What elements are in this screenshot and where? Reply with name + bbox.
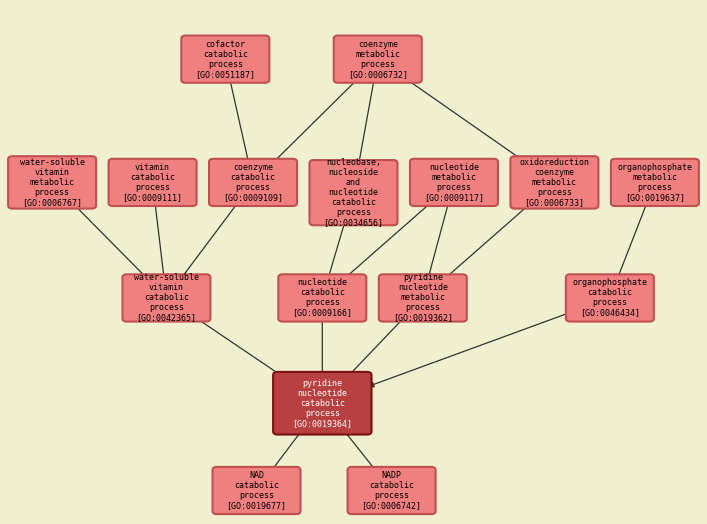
Text: NAD
catabolic
process
[GO:0019677]: NAD catabolic process [GO:0019677] [226,471,286,510]
Text: pyridine
nucleotide
catabolic
process
[GO:0019364]: pyridine nucleotide catabolic process [G… [292,379,352,428]
Text: coenzyme
metabolic
process
[GO:0006732]: coenzyme metabolic process [GO:0006732] [348,40,408,79]
FancyBboxPatch shape [310,160,397,225]
FancyBboxPatch shape [279,275,366,322]
FancyBboxPatch shape [566,275,654,322]
Text: nucleobase,
nucleoside
and
nucleotide
catabolic
process
[GO:0034656]: nucleobase, nucleoside and nucleotide ca… [324,158,383,227]
FancyBboxPatch shape [611,159,699,206]
Text: water-soluble
vitamin
metabolic
process
[GO:0006767]: water-soluble vitamin metabolic process … [20,158,85,207]
FancyBboxPatch shape [510,156,598,209]
FancyBboxPatch shape [109,159,197,206]
Text: organophosphate
catabolic
process
[GO:0046434]: organophosphate catabolic process [GO:00… [573,278,648,318]
Text: vitamin
catabolic
process
[GO:0009111]: vitamin catabolic process [GO:0009111] [122,163,182,202]
Text: water-soluble
vitamin
catabolic
process
[GO:0042365]: water-soluble vitamin catabolic process … [134,274,199,323]
FancyBboxPatch shape [379,275,467,322]
Text: oxidoreduction
coenzyme
metabolic
process
[GO:0006733]: oxidoreduction coenzyme metabolic proces… [520,158,590,207]
FancyBboxPatch shape [209,159,297,206]
FancyBboxPatch shape [213,467,300,514]
FancyBboxPatch shape [181,36,269,83]
Text: organophosphate
metabolic
process
[GO:0019637]: organophosphate metabolic process [GO:00… [617,163,692,202]
FancyBboxPatch shape [122,275,211,322]
Text: cofactor
catabolic
process
[GO:0051187]: cofactor catabolic process [GO:0051187] [195,40,255,79]
Text: coenzyme
catabolic
process
[GO:0009109]: coenzyme catabolic process [GO:0009109] [223,163,283,202]
Text: pyridine
nucleotide
metabolic
process
[GO:0019362]: pyridine nucleotide metabolic process [G… [393,274,452,323]
FancyBboxPatch shape [334,36,422,83]
FancyBboxPatch shape [273,372,371,434]
Text: nucleotide
catabolic
process
[GO:0009166]: nucleotide catabolic process [GO:0009166… [292,278,352,318]
Text: nucleotide
metabolic
process
[GO:0009117]: nucleotide metabolic process [GO:0009117… [424,163,484,202]
FancyBboxPatch shape [8,156,96,209]
FancyBboxPatch shape [348,467,436,514]
FancyBboxPatch shape [410,159,498,206]
Text: NADP
catabolic
process
[GO:0006742]: NADP catabolic process [GO:0006742] [361,471,421,510]
